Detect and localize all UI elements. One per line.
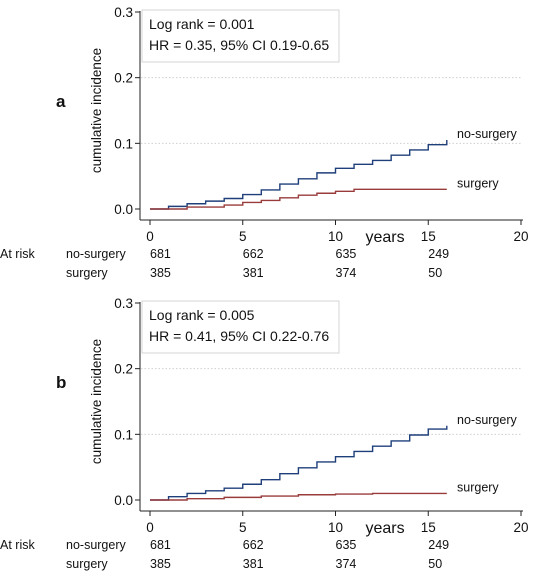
y-tick-label: 0.1 [114,427,133,442]
x-tick-label: 10 [328,520,343,535]
at-risk-count: 374 [336,266,357,280]
y-tick-label: 0.0 [114,202,133,217]
annotation-box [141,9,340,63]
y-tick-label: 0.0 [114,493,133,508]
at-risk-count: 662 [243,538,264,552]
series-line-surgery [150,492,447,501]
annotation-text: HR = 0.35, 95% CI 0.19-0.65 [149,37,329,53]
y-tick-label: 0.1 [114,136,133,151]
panel-letter: a [56,92,66,111]
y-tick-label: 0.3 [114,296,133,311]
x-tick-label: 0 [146,520,154,535]
y-tick-label: 0.2 [114,362,133,377]
at-risk-row-label: surgery [66,557,108,571]
series-line-no-surgery [150,140,448,210]
at-risk-row-label: surgery [66,266,108,280]
at-risk-count: 249 [428,538,449,552]
annotation-box [141,300,340,354]
y-axis-label: cumulative incidence [89,339,104,464]
at-risk-count: 681 [150,538,171,552]
chart-a: a 0.0 0.1 0.2 0.3 0 5 10 15 20 years cumulative in… [0,5,529,280]
figure-panel-b: b 0.0 0.1 0.2 0.3 0 5 10 15 20 years cumulative in… [0,291,540,581]
series-line-no-surgery [150,425,448,501]
chart-b: b 0.0 0.1 0.2 0.3 0 5 10 15 20 years cumulative in… [0,296,529,571]
x-tick-label: 5 [239,520,247,535]
at-risk-title: At risk [0,538,35,552]
x-tick-label: 20 [513,229,528,244]
y-tick-label: 0.2 [114,71,133,86]
at-risk-count: 381 [243,266,264,280]
annotation-text: Log rank = 0.001 [149,16,255,32]
x-tick-label: 15 [421,229,436,244]
x-tick-label: 10 [328,229,343,244]
annotation-text: Log rank = 0.005 [149,307,255,323]
at-risk-count: 662 [243,247,264,261]
at-risk-title: At risk [0,247,35,261]
series-label-no-surgery: no-surgery [457,413,517,427]
x-tick-label: 5 [239,229,247,244]
at-risk-row-label: no-surgery [66,247,126,261]
series-line-surgery [150,188,447,210]
y-tick-label: 0.3 [114,5,133,20]
x-tick-label: 0 [146,229,154,244]
annotation-text: HR = 0.41, 95% CI 0.22-0.76 [149,328,329,344]
series-label-no-surgery: no-surgery [457,127,517,141]
at-risk-count: 381 [243,557,264,571]
figure-panel-a: a 0.0 0.1 0.2 0.3 0 5 10 15 20 years cumulative in… [0,0,540,290]
at-risk-count: 635 [336,247,357,261]
at-risk-count: 385 [150,557,171,571]
y-axis-label: cumulative incidence [89,48,104,173]
x-axis-label: years [365,229,404,246]
at-risk-count: 635 [336,538,357,552]
x-axis-label: years [365,520,404,537]
series-label-surgery: surgery [457,176,499,190]
at-risk-count: 374 [336,557,357,571]
at-risk-count: 249 [428,247,449,261]
at-risk-count: 385 [150,266,171,280]
at-risk-count: 681 [150,247,171,261]
at-risk-count: 50 [428,557,442,571]
panel-letter: b [56,373,66,392]
x-tick-label: 15 [421,520,436,535]
at-risk-count: 50 [428,266,442,280]
at-risk-row-label: no-surgery [66,538,126,552]
x-tick-label: 20 [513,520,528,535]
series-label-surgery: surgery [457,480,499,494]
